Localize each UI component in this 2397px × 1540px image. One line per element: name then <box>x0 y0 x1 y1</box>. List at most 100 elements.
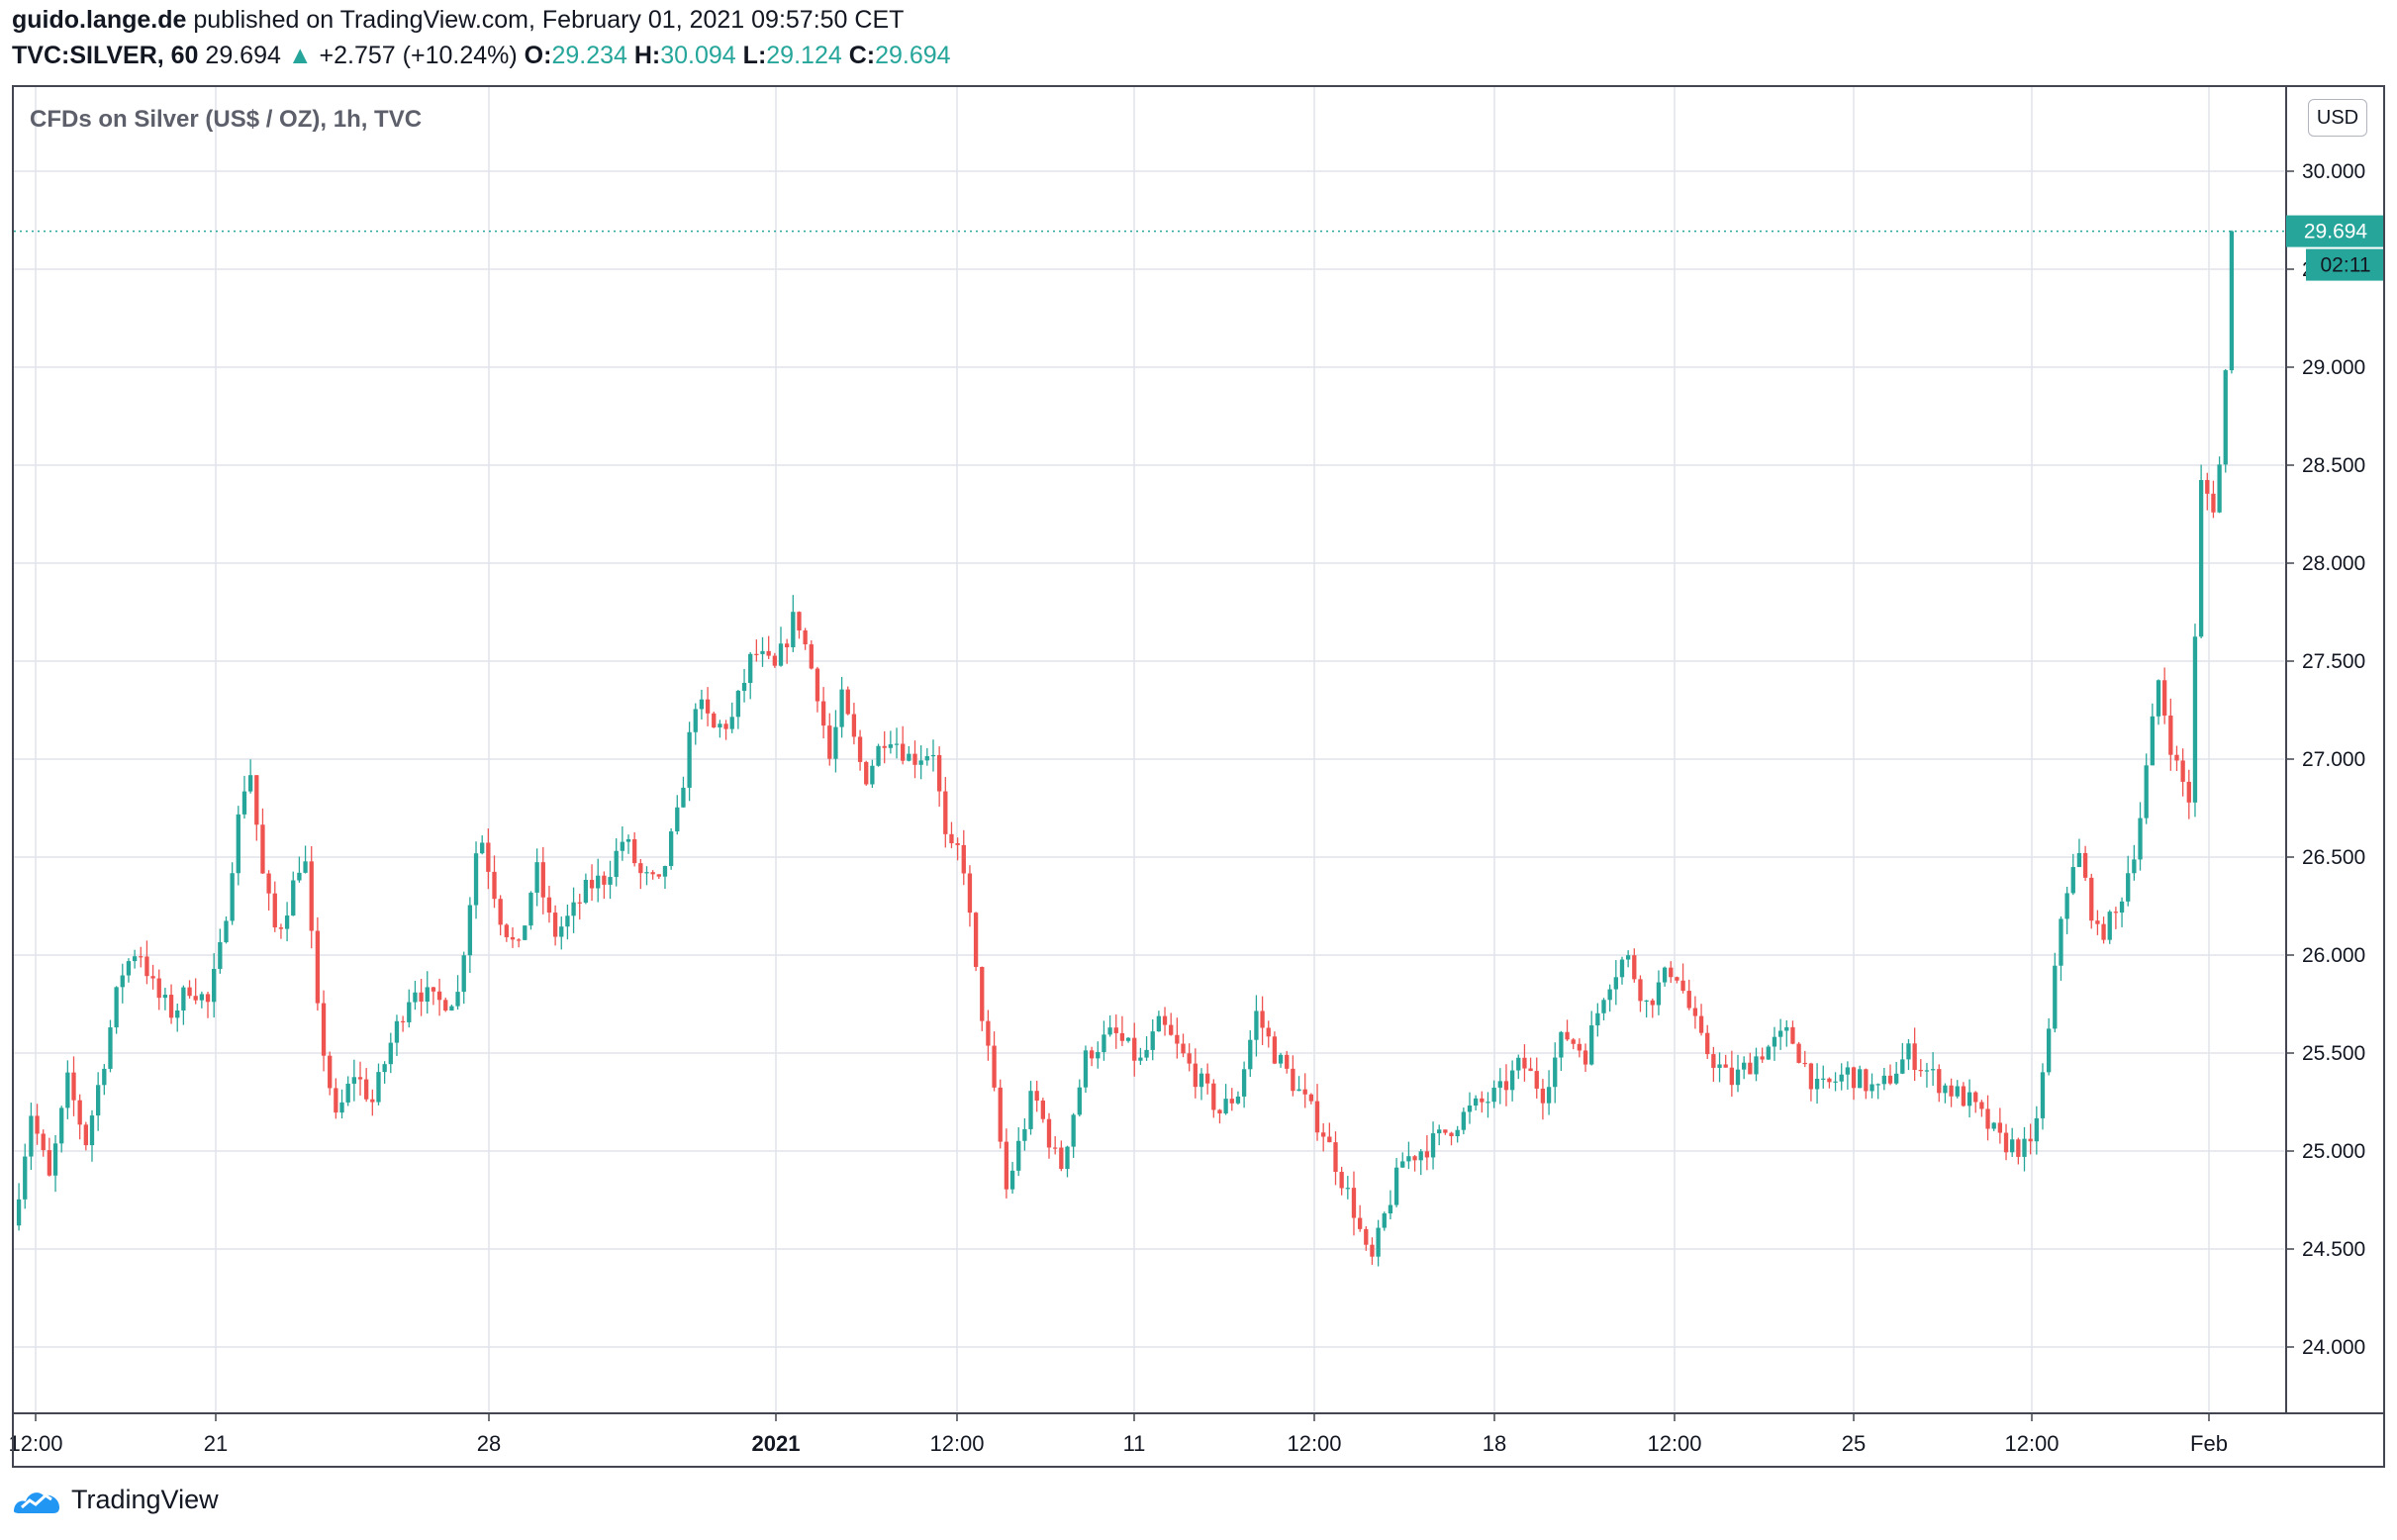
y-tick-label: 25.500 <box>2302 1042 2365 1065</box>
candle-body <box>1991 1122 1996 1129</box>
candle-body <box>272 893 277 928</box>
candle-body <box>2016 1139 2021 1157</box>
candle-body <box>1601 1000 1606 1013</box>
candle-body <box>1351 1188 1357 1218</box>
candle-body <box>693 709 698 732</box>
candle-body <box>1845 1067 1851 1075</box>
candle-body <box>2211 493 2216 513</box>
x-tick-label: Feb <box>2190 1431 2228 1456</box>
candle-body <box>168 995 174 1018</box>
candle-body <box>1204 1073 1210 1084</box>
low-label: L: <box>742 42 767 69</box>
candle-body <box>2168 715 2173 755</box>
candle-body <box>1790 1026 1795 1044</box>
candle-body <box>162 995 168 999</box>
candle-body <box>699 699 705 710</box>
candle-body <box>723 723 728 729</box>
candle-body <box>1278 1054 1284 1064</box>
candle-body <box>803 629 808 645</box>
candle-body <box>1595 1012 1600 1026</box>
candle-body <box>1443 1129 1448 1133</box>
candle-body <box>407 1002 412 1022</box>
countdown-badge-label: 02:11 <box>2321 254 2371 277</box>
open-value: 29.234 <box>551 42 627 69</box>
candle-body <box>1875 1084 1880 1086</box>
candle-body <box>565 915 570 927</box>
candle-body <box>247 775 253 792</box>
candle-body <box>1930 1069 1936 1071</box>
candle-body <box>1644 1000 1649 1003</box>
candle-body <box>35 1115 40 1134</box>
ohlc-header: TVC:SILVER, 60 29.694 ▲ +2.757 (+10.24%)… <box>12 42 951 70</box>
candle-body <box>1461 1111 1466 1130</box>
price-axis[interactable]: 24.000 24.500 25.000 25.500 26.000 26.500 27.0… <box>2286 160 2365 1359</box>
candle-body <box>1321 1132 1326 1137</box>
candle-body <box>2040 1072 2046 1118</box>
candle-body <box>1272 1036 1278 1064</box>
candle-body <box>1754 1056 1759 1075</box>
price-chart[interactable]: 24.000 24.500 25.000 25.500 26.000 26.500 27.0… <box>0 0 2397 1485</box>
candle-body <box>260 824 265 874</box>
candle-body <box>1918 1070 1923 1072</box>
candle-body <box>2113 912 2119 914</box>
candle-body <box>1937 1069 1942 1094</box>
candle-body <box>388 1042 393 1065</box>
candle-body <box>1589 1025 1594 1065</box>
candle-body <box>436 991 442 1001</box>
chart-title: CFDs on Silver (US$ / OZ), 1h, TVC <box>30 106 422 133</box>
candle-body <box>41 1133 46 1151</box>
candle-body <box>241 791 247 815</box>
x-tick-label: 12:00 <box>929 1431 984 1456</box>
candle-body <box>1357 1217 1363 1229</box>
candle-body <box>1400 1161 1405 1168</box>
y-tick-label: 29.000 <box>2302 356 2365 379</box>
candle-body <box>766 650 771 656</box>
candle-body <box>419 992 424 1002</box>
candle-body <box>467 905 473 956</box>
author-name[interactable]: guido.lange.de <box>12 6 187 34</box>
candle-body <box>2095 920 2100 924</box>
candle-body <box>102 1068 107 1086</box>
candle-body <box>1522 1057 1527 1069</box>
candle-body <box>2028 1138 2033 1142</box>
candle-body <box>1808 1063 1814 1090</box>
candle-body <box>785 643 790 648</box>
time-axis[interactable]: 12:00 21 28 2021 12:00 11 12:00 18 12:00 25 12:00 F… <box>8 1413 2228 1456</box>
candle-body <box>1760 1056 1765 1060</box>
y-tick-label: 27.000 <box>2302 748 2365 771</box>
candle-body <box>193 996 198 1001</box>
candle-body <box>1296 1089 1301 1092</box>
candle-body <box>65 1072 70 1108</box>
candle-body <box>614 850 619 878</box>
candle-body <box>1241 1069 1247 1097</box>
candle-body <box>29 1115 34 1157</box>
open-label: O: <box>524 42 552 69</box>
candle-body <box>1291 1068 1295 1092</box>
candle-body <box>1766 1046 1771 1060</box>
candle-body <box>577 902 582 904</box>
tradingview-brand[interactable]: TradingView <box>71 1485 219 1514</box>
candle-body <box>1973 1092 1978 1103</box>
candle-body <box>754 653 759 655</box>
chart-frame <box>12 85 2385 1468</box>
candle-body <box>1467 1106 1473 1112</box>
candle-body <box>382 1064 387 1073</box>
candle-body <box>1235 1096 1241 1104</box>
candles <box>16 230 2235 1267</box>
candle-body <box>334 1088 338 1113</box>
tradingview-logo-icon[interactable] <box>12 1486 63 1515</box>
candle-body <box>357 1077 363 1080</box>
candle-body <box>827 725 832 759</box>
candle-body <box>681 787 686 808</box>
candle-body <box>224 920 229 943</box>
y-tick-label: 28.000 <box>2302 552 2365 575</box>
price-badge-label: 29.694 <box>2304 221 2368 243</box>
candle-body <box>1638 979 1643 1002</box>
candle-body <box>284 915 290 929</box>
currency-button[interactable]: USD <box>2308 99 2367 137</box>
candle-body <box>1839 1074 1844 1082</box>
candle-body <box>778 643 784 666</box>
candle-body <box>546 897 552 914</box>
candle-body <box>199 994 205 1001</box>
candle-body <box>266 873 271 894</box>
